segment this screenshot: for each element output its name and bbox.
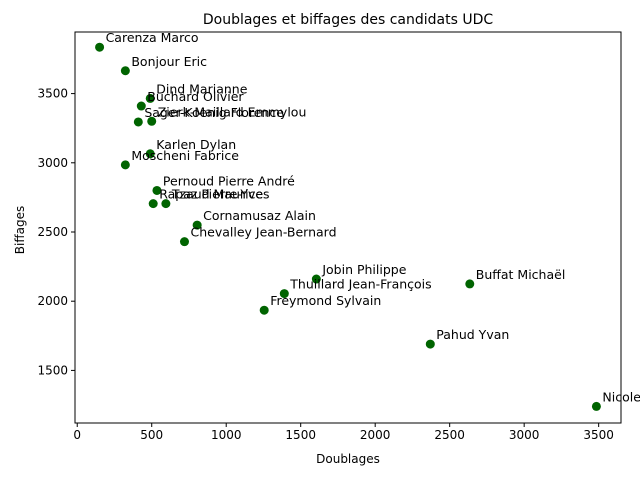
point-label: Thuillard Jean-François (289, 277, 431, 292)
data-point (120, 160, 130, 170)
data-point (148, 199, 158, 209)
point-label: Buchard Olivier (147, 89, 244, 104)
data-point (161, 199, 171, 209)
data-point (95, 42, 105, 52)
point-label: Pernoud Pierre André (163, 173, 295, 188)
point-label: Carenza Marco (106, 30, 199, 45)
point-label: Pahud Yvan (436, 327, 509, 342)
y-tick-label: 3500 (37, 87, 68, 101)
point-label: Buffat Michaël (476, 267, 566, 282)
chart-title: Doublages et biffages des candidats UDC (203, 12, 494, 28)
point-label: Chevalley Jean-Bernard (190, 225, 336, 240)
data-point (425, 339, 435, 349)
point-label: Zierk-Maillard Emmylou (158, 104, 307, 119)
x-tick-label: 1500 (285, 428, 316, 442)
point-label: Dind Marianne (156, 81, 247, 96)
point-label: Tzaud Maurice (171, 187, 264, 202)
y-tick-label: 2000 (37, 294, 68, 308)
x-tick-label: 2000 (360, 428, 391, 442)
x-tick-label: 500 (140, 428, 163, 442)
y-axis-label: Biffages (13, 206, 27, 254)
data-point (136, 101, 146, 111)
data-point (279, 289, 289, 299)
x-axis-label: Doublages (316, 452, 380, 466)
x-tick-label: 3500 (583, 428, 614, 442)
data-point (145, 149, 155, 159)
x-tick-label: 0 (73, 428, 81, 442)
data-point (259, 305, 269, 315)
data-point (145, 93, 155, 103)
data-point (120, 66, 130, 76)
data-point (179, 237, 189, 247)
point-label: Cornamusaz Alain (203, 208, 316, 223)
data-point (147, 116, 157, 126)
x-tick-label: 2500 (434, 428, 465, 442)
x-tick-label: 1000 (211, 428, 242, 442)
point-label: Jobin Philippe (321, 262, 406, 277)
data-point (465, 279, 475, 289)
point-label: Sager-Koenig Florence (144, 105, 284, 120)
plot-frame (74, 31, 622, 424)
y-tick-label: 3000 (37, 156, 68, 170)
data-point (591, 401, 601, 411)
data-point (152, 185, 162, 195)
y-tick-label: 1500 (37, 363, 68, 377)
axes: 0 500 1000 1500 2000 2500 3000 3500 1500 2000 2500… (37, 31, 622, 442)
data-point (311, 274, 321, 284)
point-label: Rapaz Pierre-Yves (159, 187, 269, 202)
point-label: Freymond Sylvain (270, 293, 381, 308)
point-label: Moscheni Fabrice (131, 148, 239, 163)
data-point (192, 220, 202, 230)
y-tick-label: 2500 (37, 225, 68, 239)
point-label: Bonjour Eric (131, 54, 207, 69)
x-tick-label: 3000 (509, 428, 540, 442)
data-point (133, 117, 143, 127)
point-label: Karlen Dylan (156, 137, 236, 152)
